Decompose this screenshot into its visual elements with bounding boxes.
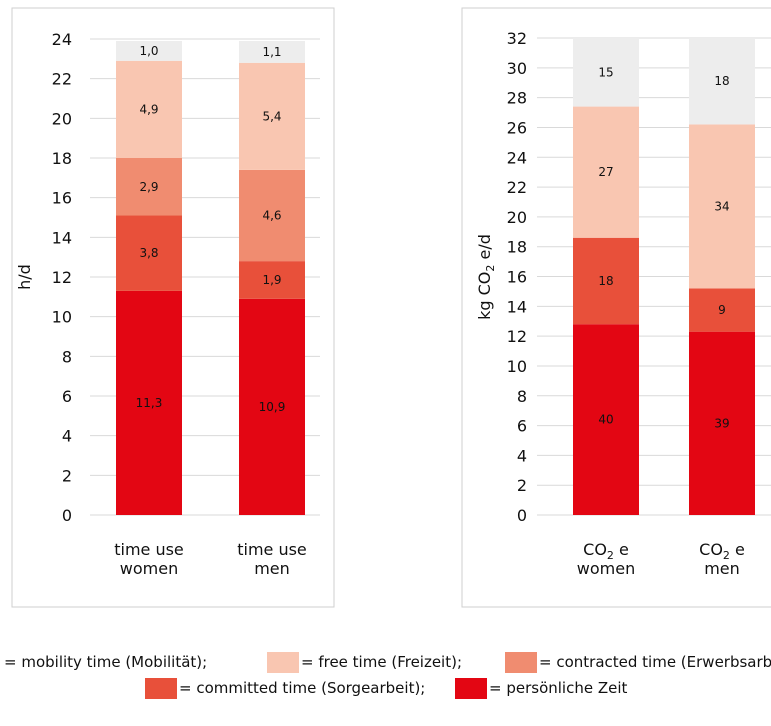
y-tick-label: 32: [507, 29, 527, 48]
bar-segment: [689, 38, 755, 125]
y-tick-label: 16: [52, 189, 72, 208]
bar-segment: [573, 106, 639, 238]
bar-segment: [116, 290, 182, 515]
y-tick-label: 30: [507, 59, 527, 78]
y-tick-label: 6: [517, 417, 527, 436]
data-label: 11,3: [136, 396, 163, 410]
y-tick-label: 20: [52, 109, 72, 128]
y-tick-label: 10: [507, 357, 527, 376]
y-axis-label: h/d: [15, 264, 34, 290]
y-tick-label: 2: [517, 476, 527, 495]
bar-segment: [573, 324, 639, 515]
bar-segment: [116, 215, 182, 291]
data-label: 27: [598, 165, 613, 179]
y-tick-label: 26: [507, 118, 527, 137]
data-label: 15: [598, 65, 613, 79]
legend-swatch: [505, 652, 537, 673]
y-tick-label: 2: [62, 466, 72, 485]
bar-segment: [239, 298, 305, 515]
bar-segment: [689, 124, 755, 289]
data-label: 1,9: [262, 273, 281, 287]
data-label: 39: [714, 416, 729, 430]
legend-entry: = persönliche Zeit: [489, 679, 628, 697]
y-tick-label: 0: [517, 506, 527, 525]
bar-segment: [689, 288, 755, 332]
data-label: 18: [714, 74, 729, 88]
y-tick-label: 4: [517, 446, 527, 465]
bar-segment: [689, 331, 755, 515]
category-label: CO2 e: [699, 540, 745, 562]
y-tick-label: 4: [62, 427, 72, 446]
category-label: women: [577, 559, 635, 578]
category-label: time use: [237, 540, 307, 559]
y-tick-label: 28: [507, 89, 527, 108]
legend-swatch: [267, 652, 299, 673]
y-tick-label: 20: [507, 208, 527, 227]
data-label: 2,9: [139, 180, 158, 194]
bar-segment: [573, 237, 639, 325]
bar-segment: [116, 158, 182, 216]
legend-entry: = mobility time (Mobilität);: [4, 653, 207, 671]
y-tick-label: 12: [507, 327, 527, 346]
y-tick-label: 22: [507, 178, 527, 197]
y-tick-label: 24: [52, 30, 72, 49]
legend-swatch: [145, 678, 177, 699]
data-label: 10,9: [259, 400, 286, 414]
bar-segment: [239, 169, 305, 262]
y-axis-label: kg CO2 e/d: [475, 234, 497, 320]
y-tick-label: 6: [62, 387, 72, 406]
data-label: 9: [718, 303, 726, 317]
y-tick-label: 8: [62, 347, 72, 366]
legend: = mobility time (Mobilität); = free time …: [4, 652, 771, 699]
data-label: 1,0: [139, 44, 158, 58]
y-tick-label: 0: [62, 506, 72, 525]
category-label: men: [254, 559, 290, 578]
bar-segment: [573, 38, 639, 107]
category-label: time use: [114, 540, 184, 559]
legend-entry: = contracted time (Erwerbsarbeit): [539, 653, 771, 671]
y-tick-label: 12: [52, 268, 72, 287]
data-label: 1,1: [262, 45, 281, 59]
y-tick-label: 16: [507, 268, 527, 287]
y-tick-label: 14: [52, 228, 72, 247]
data-label: 4,6: [262, 209, 281, 223]
bar-segment: [239, 62, 305, 170]
category-label: CO2 e: [583, 540, 629, 562]
legend-swatch: [455, 678, 487, 699]
y-tick-label: 18: [52, 149, 72, 168]
data-label: 34: [714, 199, 729, 213]
bar-segment: [116, 40, 182, 61]
y-tick-label: 22: [52, 70, 72, 89]
y-tick-label: 18: [507, 238, 527, 257]
data-label: 4,9: [139, 102, 158, 116]
data-label: 5,4: [262, 109, 281, 123]
category-label: women: [120, 559, 178, 578]
bar-segment: [116, 60, 182, 158]
chart-time-use: 024681012141618202224h/d11,33,82,94,91,0…: [15, 30, 320, 578]
category-label: men: [704, 559, 740, 578]
y-tick-label: 8: [517, 387, 527, 406]
data-label: 18: [598, 274, 613, 288]
bar-segment: [239, 261, 305, 299]
bar-segment: [239, 40, 305, 63]
y-tick-label: 24: [507, 148, 527, 167]
y-tick-label: 14: [507, 297, 527, 316]
legend-entry: = free time (Freizeit);: [301, 653, 462, 671]
data-label: 40: [598, 413, 613, 427]
legend-entry: = committed time (Sorgearbeit);: [179, 679, 425, 697]
y-tick-label: 10: [52, 308, 72, 327]
data-label: 3,8: [139, 246, 158, 260]
